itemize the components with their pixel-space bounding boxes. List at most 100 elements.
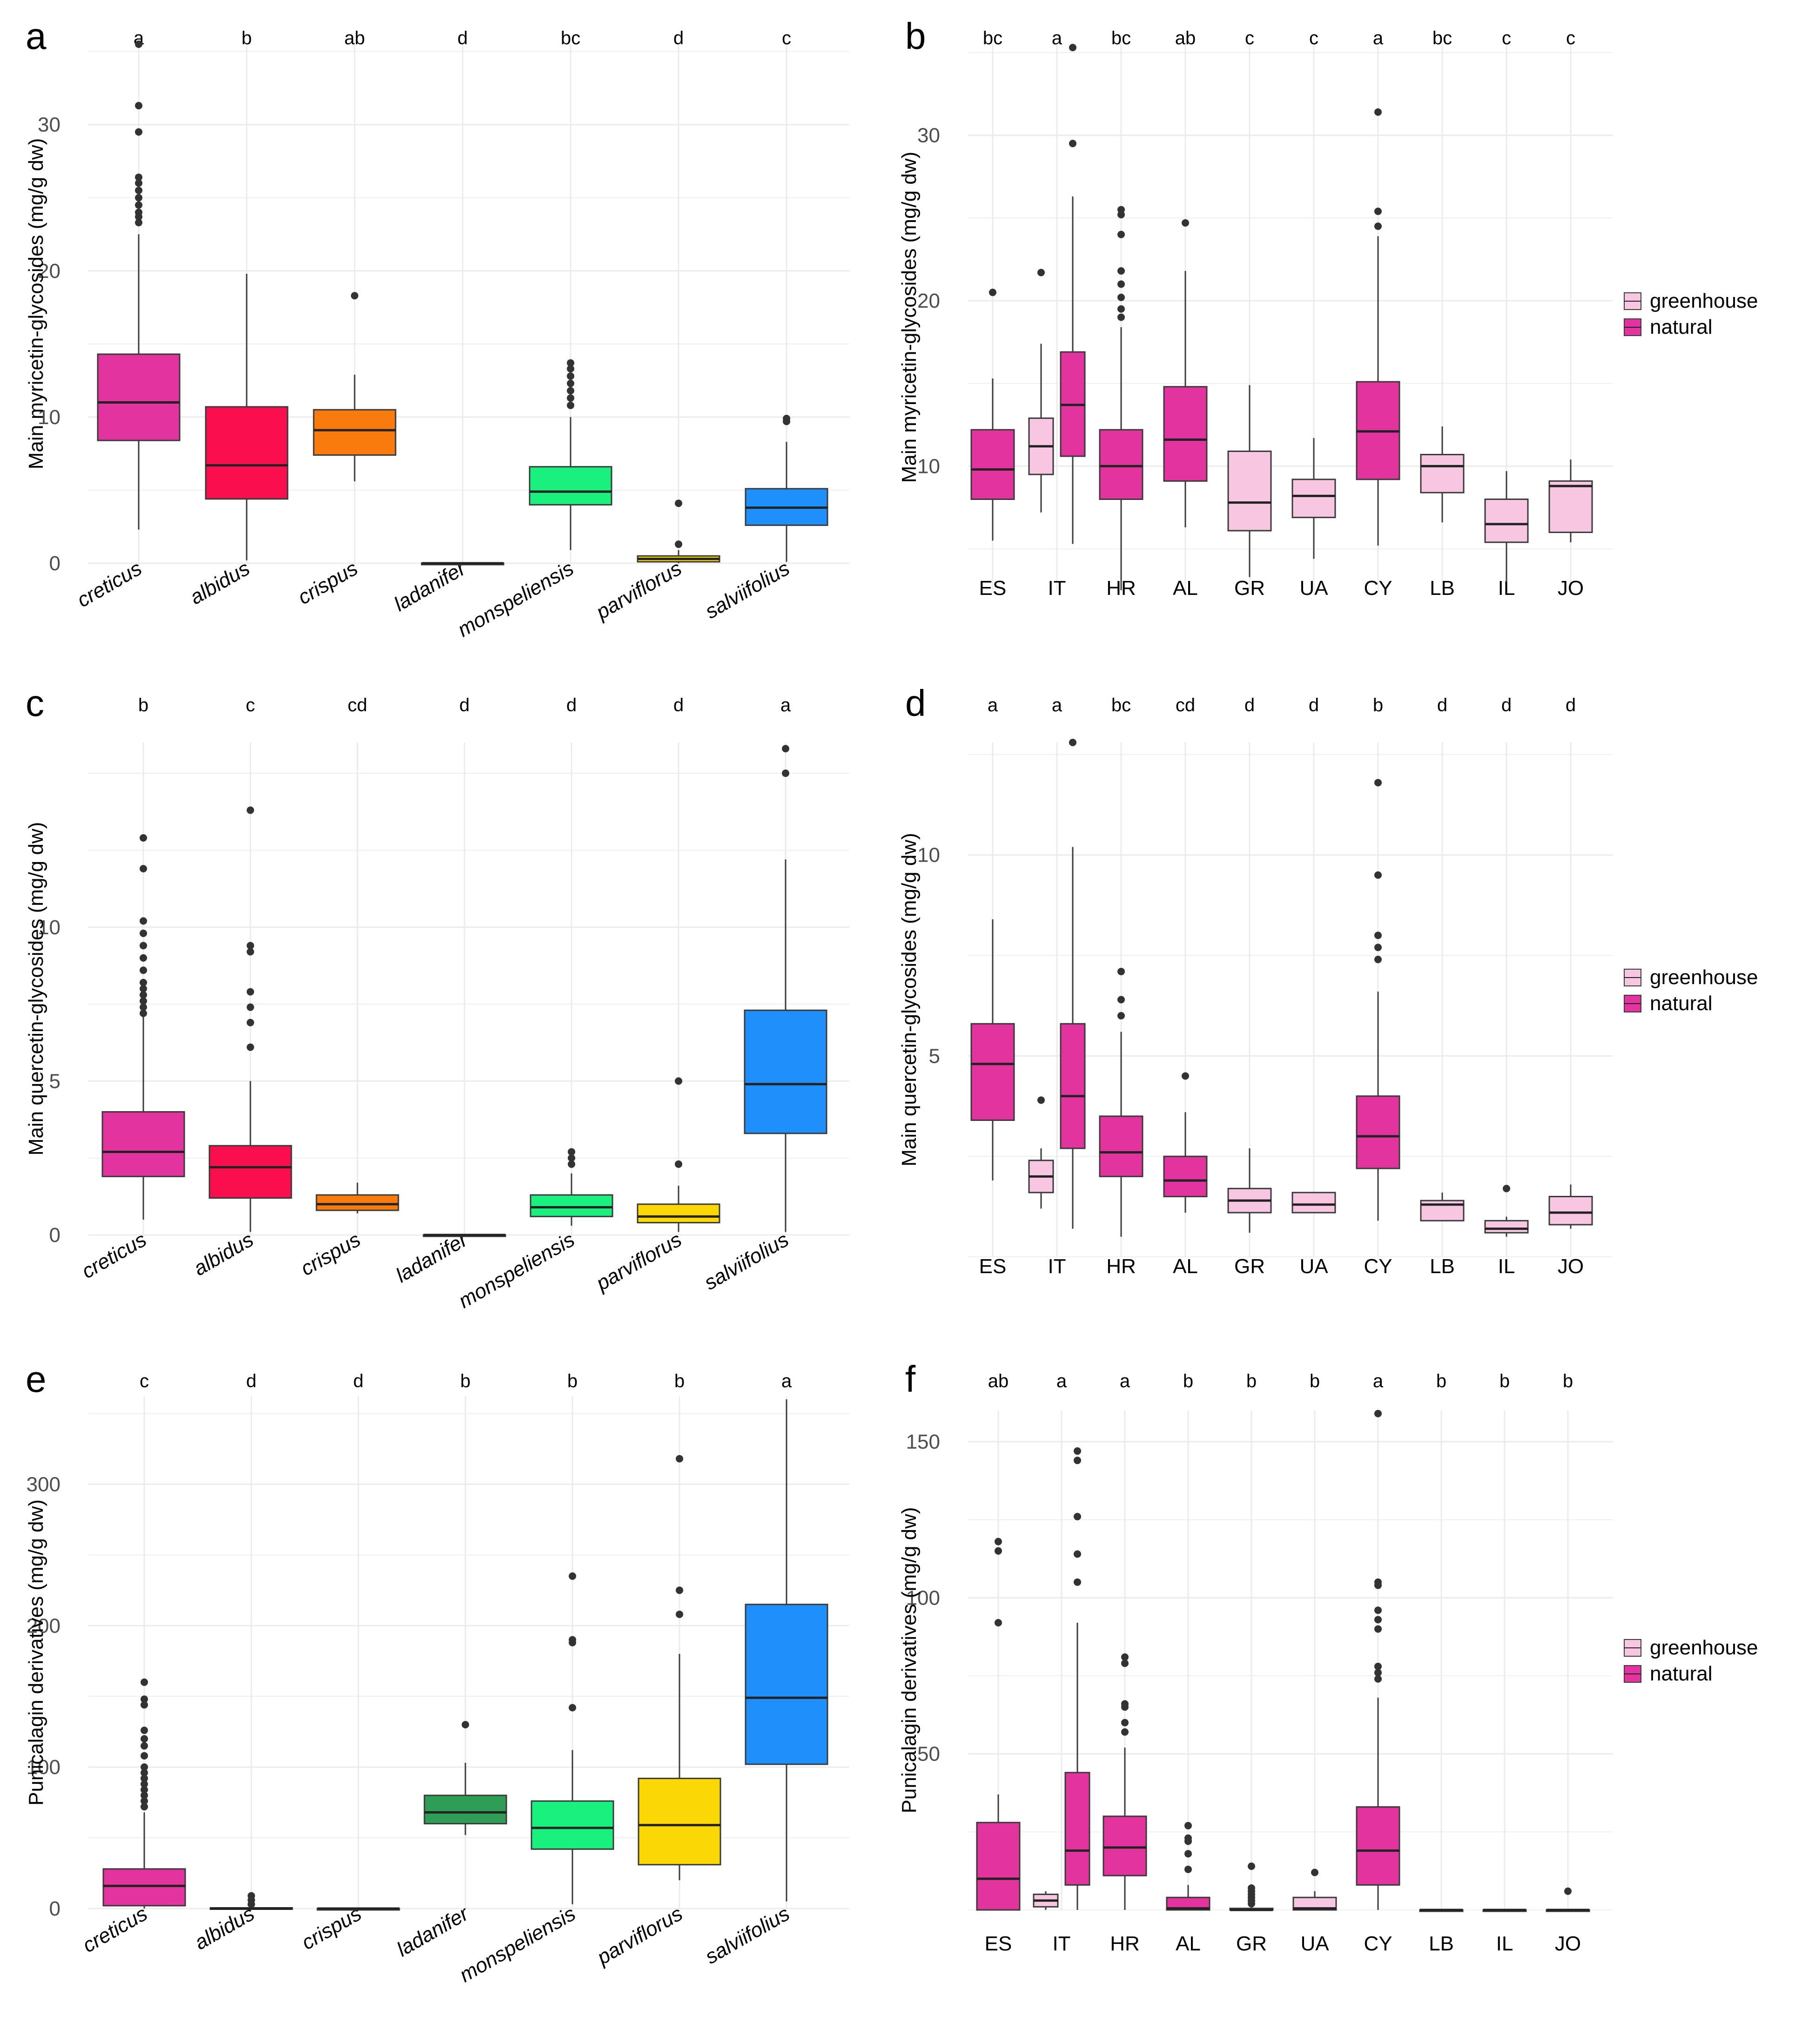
significance-letter: b	[674, 1371, 685, 1391]
significance-letter: a	[1120, 1371, 1130, 1391]
box-iqr	[1548, 480, 1593, 533]
box-iqr	[1291, 479, 1336, 519]
x-tick-label: LB	[1430, 577, 1455, 600]
x-tick-label: UA	[1300, 1932, 1329, 1955]
y-axis-label: Main quercetin-glycosides (mg/g dw)	[25, 822, 47, 1156]
y-tick-label: 100	[906, 1586, 940, 1609]
outlier-point	[141, 1786, 148, 1794]
outlier-point	[135, 173, 142, 181]
outlier-point	[567, 379, 574, 387]
outlier-point	[1184, 1834, 1192, 1842]
outlier-point	[1374, 1662, 1382, 1670]
box-iqr	[530, 1194, 613, 1217]
significance-letter: b	[1373, 695, 1383, 715]
outlier-point	[135, 187, 142, 195]
x-tick-label: salviifolius	[700, 1228, 793, 1295]
outlier-point	[1184, 1850, 1192, 1858]
x-tick-label: CY	[1364, 1255, 1392, 1278]
outlier-point	[1374, 1675, 1382, 1683]
outlier-point	[140, 966, 147, 974]
significance-letter: b	[460, 1371, 471, 1391]
box-iqr	[1227, 450, 1272, 532]
box-iqr	[316, 1194, 399, 1211]
box-creticus	[97, 40, 181, 530]
y-tick-label: 150	[906, 1430, 940, 1453]
outlier-point	[995, 1547, 1002, 1555]
y-axis-label: Main quercetin-glycosides (mg/g dw)	[898, 833, 921, 1167]
box-IT-greenhouse	[1033, 1891, 1059, 1910]
y-tick-label: 30	[917, 124, 940, 147]
outlier-point	[135, 219, 142, 227]
significance-letter: cd	[348, 695, 367, 715]
box-IT-greenhouse	[1028, 1096, 1054, 1209]
box-LB-greenhouse	[1419, 1909, 1464, 1912]
box-iqr	[1099, 429, 1143, 500]
significance-letter: d	[1566, 695, 1576, 715]
box-creticus	[101, 834, 185, 1220]
outlier-point	[1121, 1653, 1129, 1661]
y-tick-label: 50	[917, 1743, 940, 1766]
outlier-point	[141, 1763, 148, 1771]
box-UA-greenhouse	[1291, 438, 1336, 559]
box-AL-natural	[1163, 1072, 1208, 1213]
significance-letter: d	[1501, 695, 1512, 715]
significance-letter: d	[1309, 695, 1319, 715]
box-parviflorus	[638, 1455, 721, 1881]
box-iqr	[638, 1777, 721, 1866]
y-tick-label: 0	[49, 1224, 61, 1247]
panel-label: b	[905, 15, 926, 57]
box-CY-natural	[1356, 108, 1400, 546]
outlier-point	[567, 372, 574, 380]
outlier-point	[569, 1572, 576, 1580]
outlier-point	[568, 1160, 575, 1168]
x-tick-label: AL	[1173, 1255, 1198, 1278]
x-tick-label: JO	[1558, 1255, 1584, 1278]
box-iqr	[1291, 1192, 1336, 1214]
outlier-point	[141, 1780, 148, 1788]
box-HR-natural	[1103, 1653, 1147, 1910]
x-tick-label: GR	[1234, 577, 1265, 600]
significance-letter: a	[1052, 28, 1062, 48]
outlier-point	[569, 1636, 576, 1644]
panel-e: e 0 100 200 300 Punicalagin derivatives (mg/g…	[25, 1358, 849, 1987]
box-UA-greenhouse	[1292, 1869, 1337, 1911]
significance-letter: a	[1373, 1371, 1384, 1391]
significance-letter: a	[988, 695, 998, 715]
x-tick-label: albidus	[191, 1902, 258, 1954]
box-crispus	[316, 1182, 399, 1214]
outlier-point	[135, 194, 142, 202]
significance-letter: b	[1436, 1371, 1446, 1391]
box-monspeliensis	[530, 1148, 613, 1226]
gridlines	[88, 44, 849, 564]
significance-letter: ab	[344, 28, 365, 48]
significance-letter: cd	[1176, 695, 1195, 715]
significance-letter: a	[781, 1371, 792, 1391]
y-tick-label: 5	[49, 1070, 61, 1093]
significance-letter: d	[566, 695, 577, 715]
outlier-point	[1374, 223, 1382, 230]
box-albidus	[208, 806, 292, 1232]
outlier-point	[1248, 1884, 1255, 1892]
outlier-point	[567, 359, 574, 367]
box-IT-natural	[1060, 739, 1086, 1229]
box-iqr	[102, 1868, 186, 1907]
legend-label-natural: natural	[1650, 1662, 1713, 1685]
box-GR-greenhouse	[1227, 385, 1272, 577]
legend: greenhouse natural	[1624, 966, 1758, 1015]
box-crispus	[313, 292, 397, 482]
x-tick-label: ladanifer	[393, 1902, 473, 1961]
x-tick-label: parviflorus	[592, 557, 686, 624]
x-tick-label: parviflorus	[592, 1902, 686, 1970]
significance-letter: d	[459, 695, 470, 715]
y-axis-label: Main myricetin-glycosides (mg/g dw)	[25, 138, 47, 470]
significance-letter: b	[567, 1371, 578, 1391]
x-tick-label: IT	[1052, 1932, 1070, 1955]
significance-letter: b	[1310, 1371, 1320, 1391]
outlier-point	[1117, 267, 1125, 275]
outlier-point	[1069, 140, 1076, 148]
x-tick-label: salviifolius	[701, 557, 793, 623]
outlier-point	[1074, 1578, 1081, 1586]
box-iqr	[1356, 1095, 1400, 1169]
box-CY-natural	[1356, 779, 1400, 1221]
significance-letter: c	[1309, 28, 1318, 48]
